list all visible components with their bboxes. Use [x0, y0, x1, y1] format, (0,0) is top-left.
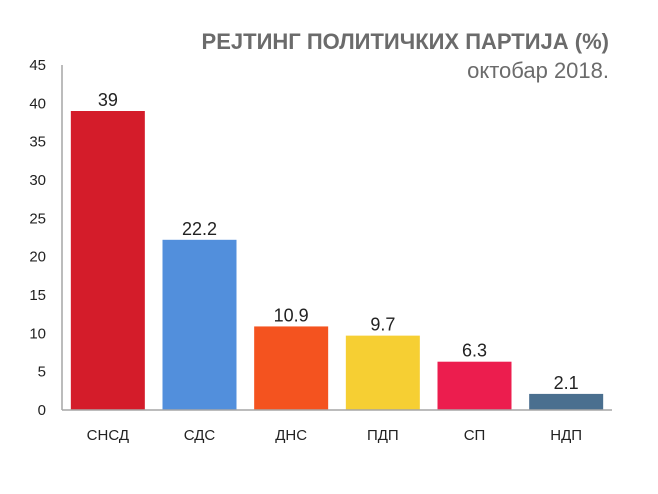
x-axis: СНСД СДС ДНС ПДП СП НДП: [62, 409, 612, 444]
chart-title: РЕЈТИНГ ПОЛИТИЧКИХ ПАРТИЈА (%): [202, 29, 609, 54]
y-tick-label: 20: [29, 249, 46, 266]
data-label: 9.7: [370, 315, 395, 335]
y-tick-label: 5: [38, 364, 46, 381]
y-tick-label: 0: [38, 402, 46, 419]
y-tick-label: 30: [29, 172, 46, 189]
bar-СП: [437, 361, 512, 410]
bar-СДС: [162, 239, 237, 410]
data-label: 10.9: [274, 305, 309, 325]
bar-НДП: [529, 393, 604, 410]
y-tick-label: 35: [29, 134, 46, 151]
x-tick-label: СДС: [184, 427, 216, 444]
data-labels-group: 39 22.2 10.9 9.7 6.3 2.1: [98, 90, 579, 393]
y-tick-label: 10: [29, 325, 46, 342]
bar-СНСД: [70, 111, 145, 410]
bars-group: [70, 111, 604, 410]
x-tick-label: НДП: [550, 427, 582, 444]
data-label: 6.3: [462, 341, 487, 361]
y-tick-label: 15: [29, 287, 46, 304]
y-axis: 0 5 10 15 20 25 30 35 40 45: [29, 57, 63, 419]
chart-subtitle: октобар 2018.: [467, 58, 609, 83]
bar-ПДП: [345, 335, 420, 410]
x-tick-label: ДНС: [275, 427, 307, 444]
x-tick-label: ПДП: [367, 427, 399, 444]
bar-ДНС: [254, 326, 329, 410]
data-label: 22.2: [182, 219, 217, 239]
y-tick-label: 45: [29, 57, 46, 74]
y-tick-label: 40: [29, 95, 46, 112]
x-tick-label: СП: [464, 427, 486, 444]
data-label: 2.1: [554, 373, 579, 393]
y-tick-label: 25: [29, 210, 46, 227]
data-label: 39: [98, 90, 118, 110]
x-tick-label: СНСД: [87, 427, 129, 444]
